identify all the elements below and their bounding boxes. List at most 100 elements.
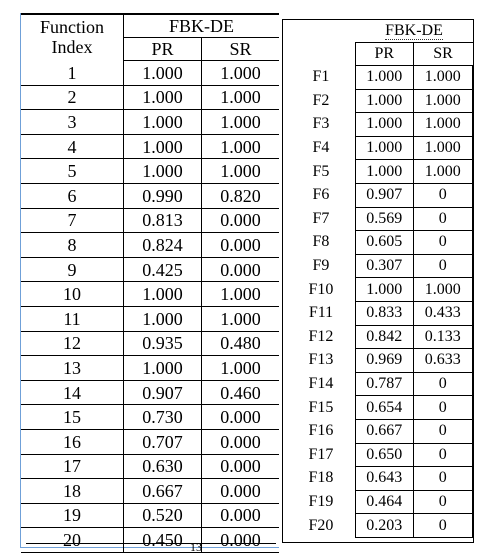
sr-value-cell: 0 xyxy=(412,513,474,538)
table-row: F12 0.842 0.133 xyxy=(283,324,474,350)
sr-value-cell: 0.460 xyxy=(201,380,279,406)
pr-value-cell: 0.813 xyxy=(123,208,202,234)
pr-value-cell: 0.307 xyxy=(354,253,414,279)
function-index-cell: 18 xyxy=(21,478,124,504)
function-column-blank-header xyxy=(283,20,355,43)
function-index-header-line2: Index xyxy=(51,36,93,57)
sr-column-header-right: SR xyxy=(413,42,473,66)
pr-value-cell: 0.907 xyxy=(354,182,414,208)
pr-value-cell: 1.000 xyxy=(354,65,414,90)
pr-value-cell: 0.787 xyxy=(354,371,414,397)
sr-value-cell: 1.000 xyxy=(201,306,279,332)
sr-value-cell: 1.000 xyxy=(412,88,474,114)
function-index-cell: 17 xyxy=(21,454,124,480)
pr-value-cell: 1.000 xyxy=(123,158,202,184)
sr-value-cell: 0.000 xyxy=(201,404,279,430)
table-row: 18 0.667 0.000 xyxy=(21,478,279,504)
sr-value-cell: 0.000 xyxy=(201,208,279,234)
table-row: F3 1.000 1.000 xyxy=(283,112,474,137)
sr-value-cell: 0 xyxy=(412,371,474,397)
fbk-de-group-header-right: FBK-DE xyxy=(355,20,472,43)
pr-value-cell: 0.667 xyxy=(354,418,414,444)
sr-value-cell: 0 xyxy=(412,418,474,444)
pr-value-cell: 1.000 xyxy=(354,112,414,137)
table-row: F14 0.787 0 xyxy=(283,371,474,397)
table-row: 17 0.630 0.000 xyxy=(21,454,279,480)
table-row: 14 0.907 0.460 xyxy=(21,380,279,406)
function-label-cell: F9 xyxy=(312,257,330,275)
function-index-cell: 16 xyxy=(21,429,124,455)
sr-value-cell: 0 xyxy=(412,253,474,279)
pr-value-cell: 1.000 xyxy=(123,85,202,111)
table-row: F10 1.000 1.000 xyxy=(283,277,474,302)
table-row: 8 0.824 0.000 xyxy=(21,232,279,258)
table-row: F15 0.654 0 xyxy=(283,395,474,420)
right-results-table: FBK-DE PR SR F1 1.000 1.000 F2 1.000 1.000 F3 1… xyxy=(283,20,474,538)
function-label-cell: F17 xyxy=(308,445,334,463)
function-label-cell: F6 xyxy=(312,186,330,204)
pr-value-cell: 0.935 xyxy=(123,331,202,357)
table-row: 15 0.730 0.000 xyxy=(21,404,279,430)
table-row: 4 1.000 1.000 xyxy=(21,134,279,160)
pr-value-cell: 0.643 xyxy=(354,466,414,491)
function-label-cell: F11 xyxy=(308,304,334,322)
sr-value-cell: 1.000 xyxy=(412,159,474,184)
function-label-cell: F7 xyxy=(312,209,330,227)
pr-value-cell: 1.000 xyxy=(354,277,414,302)
function-label-cell: F5 xyxy=(312,162,330,180)
pr-value-cell: 0.650 xyxy=(354,442,414,468)
table-row: F11 0.833 0.433 xyxy=(283,300,474,326)
pr-value-cell: 0.569 xyxy=(354,206,414,232)
table-row: 9 0.425 0.000 xyxy=(21,257,279,283)
table-row: F18 0.643 0 xyxy=(283,466,474,491)
sr-value-cell: 0.000 xyxy=(201,232,279,258)
pr-value-cell: 1.000 xyxy=(123,134,202,160)
sr-value-cell: 0 xyxy=(412,442,474,468)
table-row: 12 0.935 0.480 xyxy=(21,331,279,357)
table-row: F19 0.464 0 xyxy=(283,489,474,515)
pr-value-cell: 1.000 xyxy=(123,355,202,381)
pr-value-cell: 0.630 xyxy=(123,454,202,480)
function-label-cell: F3 xyxy=(312,115,330,133)
table-row: 13 1.000 1.000 xyxy=(21,355,279,381)
sr-value-cell: 0.000 xyxy=(201,257,279,283)
table-row: F7 0.569 0 xyxy=(283,206,474,232)
sr-value-cell: 0 xyxy=(412,466,474,491)
table-row: 2 1.000 1.000 xyxy=(21,85,279,111)
sr-value-cell: 0.433 xyxy=(412,300,474,326)
function-index-cell: 8 xyxy=(21,232,124,258)
sr-value-cell: 0 xyxy=(412,182,474,208)
table-row: 6 0.990 0.820 xyxy=(21,183,279,209)
cut-off-text-fragment: 13 xyxy=(190,541,202,553)
pr-value-cell: 0.824 xyxy=(123,232,202,258)
pr-value-cell: 0.990 xyxy=(123,183,202,209)
cut-off-next-row: 13 xyxy=(26,541,276,553)
table-row: F2 1.000 1.000 xyxy=(283,88,474,114)
sr-value-cell: 1.000 xyxy=(201,355,279,381)
sr-value-cell: 0.633 xyxy=(412,348,474,373)
sr-value-cell: 1.000 xyxy=(201,85,279,111)
function-index-cell: 1 xyxy=(21,60,124,86)
pr-value-cell: 0.969 xyxy=(354,348,414,373)
fbk-de-group-header: FBK-DE xyxy=(123,13,279,38)
pr-value-cell: 0.730 xyxy=(123,404,202,430)
pr-value-cell: 1.000 xyxy=(354,159,414,184)
pr-value-cell: 0.203 xyxy=(354,513,414,538)
pr-value-cell: 0.667 xyxy=(123,478,202,504)
function-index-header: Function Index xyxy=(21,13,124,61)
sr-value-cell: 0.000 xyxy=(201,527,279,553)
sr-value-cell: 0.000 xyxy=(201,454,279,480)
function-label-cell: F16 xyxy=(308,422,334,440)
function-label-cell: F2 xyxy=(312,91,330,109)
function-index-cell: 7 xyxy=(21,208,124,234)
sr-value-cell: 1.000 xyxy=(201,281,279,307)
pr-value-cell: 0.833 xyxy=(354,300,414,326)
function-label-cell: F10 xyxy=(308,280,334,298)
pr-value-cell: 0.450 xyxy=(123,527,202,553)
function-index-cell: 4 xyxy=(21,134,124,160)
sr-value-cell: 0.000 xyxy=(201,503,279,529)
function-index-header-line1: Function xyxy=(39,16,104,37)
function-label-cell: F13 xyxy=(308,351,334,369)
sr-value-cell: 0.820 xyxy=(201,183,279,209)
sr-value-cell: 0 xyxy=(412,395,474,420)
